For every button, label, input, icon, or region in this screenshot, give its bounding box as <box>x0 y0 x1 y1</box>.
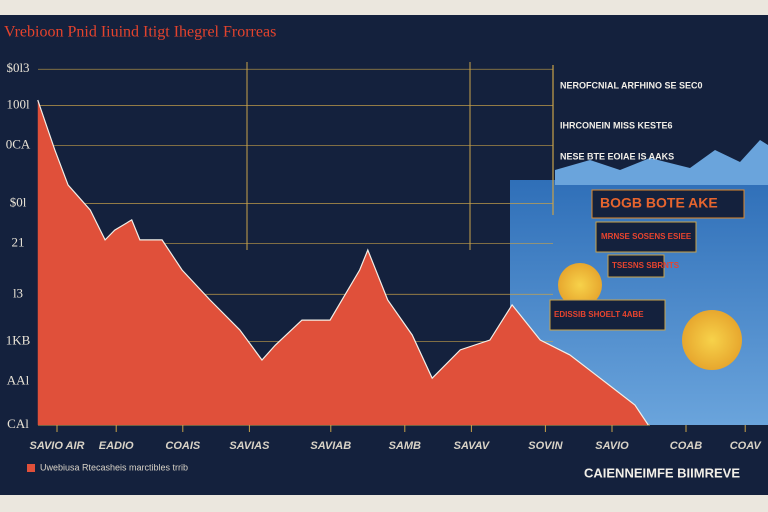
y-tick-label: AAl <box>7 372 30 387</box>
x-tick-label: SAMB <box>389 440 421 452</box>
y-tick-label: 100l <box>6 97 30 112</box>
y-tick-label: CAl <box>7 416 29 431</box>
x-tick-label: SOVIN <box>528 440 563 452</box>
sun <box>558 263 602 307</box>
x-tick-label: COAIS <box>165 440 201 452</box>
annotation-box <box>591 189 745 219</box>
x-tick-label: SAVIO <box>595 440 629 452</box>
annotation: MRNSE SOSENS ESIEE <box>601 232 692 241</box>
chart-title: Vrebioon Pnid Iiuind Itigt Ihegrel Frorr… <box>4 24 276 41</box>
annotation: BOGB BOTE AKE <box>600 195 718 211</box>
annotation: IHRCONEIN MISS KESTE6 <box>560 120 673 130</box>
y-tick-label: 0CA <box>6 136 31 151</box>
footer-text: CAIENNEIMFE BIIMREVE <box>584 465 740 480</box>
annotation-box <box>607 254 665 278</box>
legend-label: Uwebiusa Rtecasheis marctibles trrib <box>40 462 188 472</box>
x-tick-label: EADIO <box>99 440 134 452</box>
annotation-box <box>595 221 697 253</box>
x-tick-label: SAVIO AIR <box>29 440 84 452</box>
x-tick-label: SAVIAB <box>310 440 351 452</box>
y-tick-label: l3 <box>13 285 23 300</box>
y-tick-label: $0l3 <box>6 60 29 75</box>
sun <box>682 310 742 370</box>
y-tick-label: 1KB <box>6 332 31 347</box>
annotation-box <box>549 299 666 331</box>
area <box>37 100 649 426</box>
annotation: NEROFCNIAL ARFHINO SE SEC0 <box>560 80 703 90</box>
mountains <box>555 140 768 185</box>
annotation: TSESNS SBRNTS <box>612 261 680 270</box>
x-tick-label: COAV <box>730 440 763 452</box>
y-tick-label: $0l <box>10 195 27 210</box>
x-tick-label: SAVAV <box>454 440 491 452</box>
legend-swatch <box>27 464 35 472</box>
y-tick-label: 21 <box>12 234 25 249</box>
annotation: EDISSIB SHOELT 4ABE <box>554 310 644 319</box>
area-edge <box>37 99 649 426</box>
annotation: NESE BTE EOIAE IS AAKS <box>560 151 674 161</box>
x-tick-label: SAVIAS <box>229 440 270 452</box>
x-tick-label: COAB <box>670 440 702 452</box>
